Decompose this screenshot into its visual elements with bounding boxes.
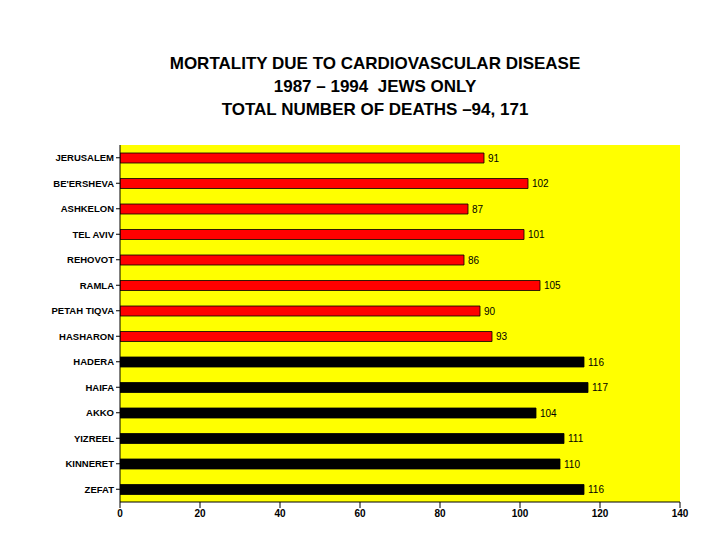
html-text:TOTAL NUMBER OF DEATHS –94, 17: TOTAL NUMBER OF DEATHS –94, 171 <box>221 100 529 119</box>
svg-text:40: 40 <box>274 508 286 519</box>
svg-text:116: 116 <box>588 484 604 495</box>
svg-text:BE'ERSHEVA: BE'ERSHEVA <box>53 178 114 189</box>
svg-text:87: 87 <box>472 204 484 215</box>
svg-text:HASHARON: HASHARON <box>59 331 114 342</box>
svg-text:90: 90 <box>484 306 496 317</box>
svg-text:AKKO: AKKO <box>86 407 114 418</box>
svg-text:20: 20 <box>194 508 206 519</box>
svg-text:111: 111 <box>568 433 584 444</box>
svg-text:YIZREEL: YIZREEL <box>74 433 114 444</box>
svg-text:100: 100 <box>512 508 529 519</box>
svg-text:80: 80 <box>434 508 446 519</box>
svg-text:REHOVOT: REHOVOT <box>67 254 114 265</box>
svg-text:JERUSALEM: JERUSALEM <box>55 152 114 163</box>
svg-text:ZEFAT: ZEFAT <box>85 484 115 495</box>
svg-text:91: 91 <box>488 153 500 164</box>
svg-text:RAMLA: RAMLA <box>80 280 114 291</box>
svg-text:HAIFA: HAIFA <box>86 382 115 393</box>
svg-text:101: 101 <box>528 229 545 240</box>
svg-text:KINNERET: KINNERET <box>65 458 114 469</box>
svg-text:HADERA: HADERA <box>73 356 114 367</box>
svg-text:86: 86 <box>468 255 480 266</box>
svg-text:117: 117 <box>592 382 608 393</box>
html-text:MORTALITY DUE TO CARDIOVASCULA: MORTALITY DUE TO CARDIOVASCULAR DISEASE <box>169 54 581 73</box>
svg-text:0: 0 <box>117 508 123 519</box>
svg-text:140: 140 <box>672 508 689 519</box>
svg-text:93: 93 <box>496 331 508 342</box>
svg-text:105: 105 <box>544 280 561 291</box>
svg-text:116: 116 <box>588 357 604 368</box>
svg-text:TEL AVIV: TEL AVIV <box>72 229 114 240</box>
svg-text:102: 102 <box>532 178 549 189</box>
html-text:1987 – 1994 JEWS ONLY: 1987 – 1994 JEWS ONLY <box>273 77 477 96</box>
svg-text:60: 60 <box>354 508 366 519</box>
svg-text:ASHKELON: ASHKELON <box>61 203 114 214</box>
svg-text:120: 120 <box>592 508 609 519</box>
svg-text:110: 110 <box>564 459 580 470</box>
svg-text:PETAH TIQVA: PETAH TIQVA <box>52 305 115 316</box>
svg-text:104: 104 <box>540 408 557 419</box>
